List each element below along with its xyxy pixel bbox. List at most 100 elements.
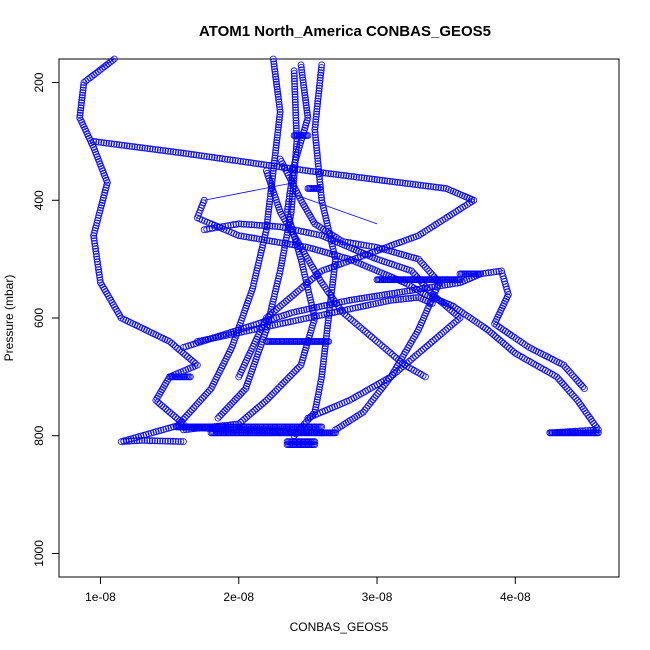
data-point bbox=[315, 173, 323, 181]
data-point bbox=[562, 383, 569, 391]
data-point bbox=[430, 337, 438, 344]
data-point bbox=[260, 398, 268, 406]
data-point bbox=[395, 366, 403, 374]
data-point bbox=[328, 283, 336, 291]
data-point bbox=[303, 104, 311, 112]
data-point bbox=[317, 64, 325, 71]
data-point bbox=[77, 104, 85, 112]
data-point bbox=[214, 414, 222, 422]
data-point bbox=[231, 157, 239, 164]
data-point bbox=[581, 385, 588, 393]
data-point bbox=[268, 303, 276, 311]
data-point bbox=[292, 143, 300, 151]
data-point bbox=[376, 292, 383, 299]
data-point bbox=[427, 269, 435, 277]
data-point bbox=[200, 152, 208, 160]
data-point bbox=[301, 91, 309, 99]
data-point bbox=[253, 405, 260, 413]
data-point bbox=[265, 316, 273, 323]
data-point bbox=[300, 268, 308, 276]
data-point bbox=[372, 336, 380, 344]
data-point bbox=[121, 141, 128, 149]
data-point bbox=[135, 437, 143, 445]
y-tick-label: 600 bbox=[32, 308, 46, 328]
data-point bbox=[226, 156, 234, 164]
data-point bbox=[577, 401, 584, 409]
data-point bbox=[321, 212, 329, 220]
data-point bbox=[392, 354, 400, 362]
data-point bbox=[556, 377, 564, 385]
data-point bbox=[280, 249, 288, 257]
data-point bbox=[151, 437, 159, 445]
data-point bbox=[211, 224, 219, 232]
data-point bbox=[578, 403, 586, 411]
data-point bbox=[382, 297, 390, 305]
data-point bbox=[248, 221, 256, 229]
data-point bbox=[330, 170, 337, 178]
data-point bbox=[94, 260, 102, 268]
data-point bbox=[255, 403, 262, 411]
data-point bbox=[318, 370, 326, 378]
data-point bbox=[94, 217, 101, 224]
data-point bbox=[272, 144, 280, 152]
data-point bbox=[204, 335, 212, 343]
y-tick-label: 1000 bbox=[32, 540, 46, 567]
data-point bbox=[90, 232, 97, 240]
data-point bbox=[99, 283, 107, 291]
data-point bbox=[181, 413, 189, 421]
data-point bbox=[120, 438, 128, 445]
data-point bbox=[263, 222, 271, 230]
data-point bbox=[313, 102, 321, 110]
data-point bbox=[208, 153, 216, 161]
data-point bbox=[315, 388, 323, 396]
y-tick-label: 200 bbox=[32, 72, 46, 92]
data-point bbox=[322, 169, 330, 177]
data-point bbox=[306, 167, 314, 175]
data-point bbox=[382, 345, 390, 353]
data-point bbox=[79, 91, 86, 99]
data-point bbox=[395, 356, 402, 364]
data-point bbox=[391, 178, 399, 186]
data-point bbox=[248, 234, 256, 242]
data-point bbox=[432, 294, 440, 302]
data-point bbox=[381, 291, 389, 299]
data-point bbox=[341, 306, 349, 314]
connector-line bbox=[204, 182, 295, 201]
data-point bbox=[314, 95, 322, 102]
data-point bbox=[281, 319, 289, 327]
data-point bbox=[290, 171, 298, 179]
data-point bbox=[257, 402, 264, 409]
data-point bbox=[290, 369, 298, 376]
data-point bbox=[313, 221, 321, 229]
data-point bbox=[320, 207, 328, 214]
data-point bbox=[411, 352, 419, 360]
data-point bbox=[277, 382, 285, 389]
data-point bbox=[133, 143, 141, 151]
data-point bbox=[197, 396, 205, 404]
data-point bbox=[102, 288, 110, 295]
data-point bbox=[423, 285, 431, 293]
data-point bbox=[264, 210, 272, 218]
data-point bbox=[241, 415, 249, 423]
data-point bbox=[438, 330, 446, 338]
data-point bbox=[402, 295, 410, 303]
data-point bbox=[185, 354, 193, 362]
data-point bbox=[284, 296, 292, 303]
data-point bbox=[288, 195, 296, 203]
data-point bbox=[152, 396, 160, 404]
data-point bbox=[290, 67, 298, 75]
data-point bbox=[103, 290, 111, 298]
data-point bbox=[432, 183, 440, 191]
data-point bbox=[325, 314, 333, 322]
data-point bbox=[299, 74, 307, 81]
data-point bbox=[279, 319, 287, 327]
data-point bbox=[162, 147, 169, 155]
data-point bbox=[290, 174, 298, 182]
data-point bbox=[428, 299, 436, 307]
data-point bbox=[166, 338, 174, 345]
data-point bbox=[413, 350, 421, 358]
data-point bbox=[383, 177, 391, 185]
data-point bbox=[247, 159, 255, 167]
data-point bbox=[297, 255, 305, 263]
data-point bbox=[288, 370, 296, 378]
